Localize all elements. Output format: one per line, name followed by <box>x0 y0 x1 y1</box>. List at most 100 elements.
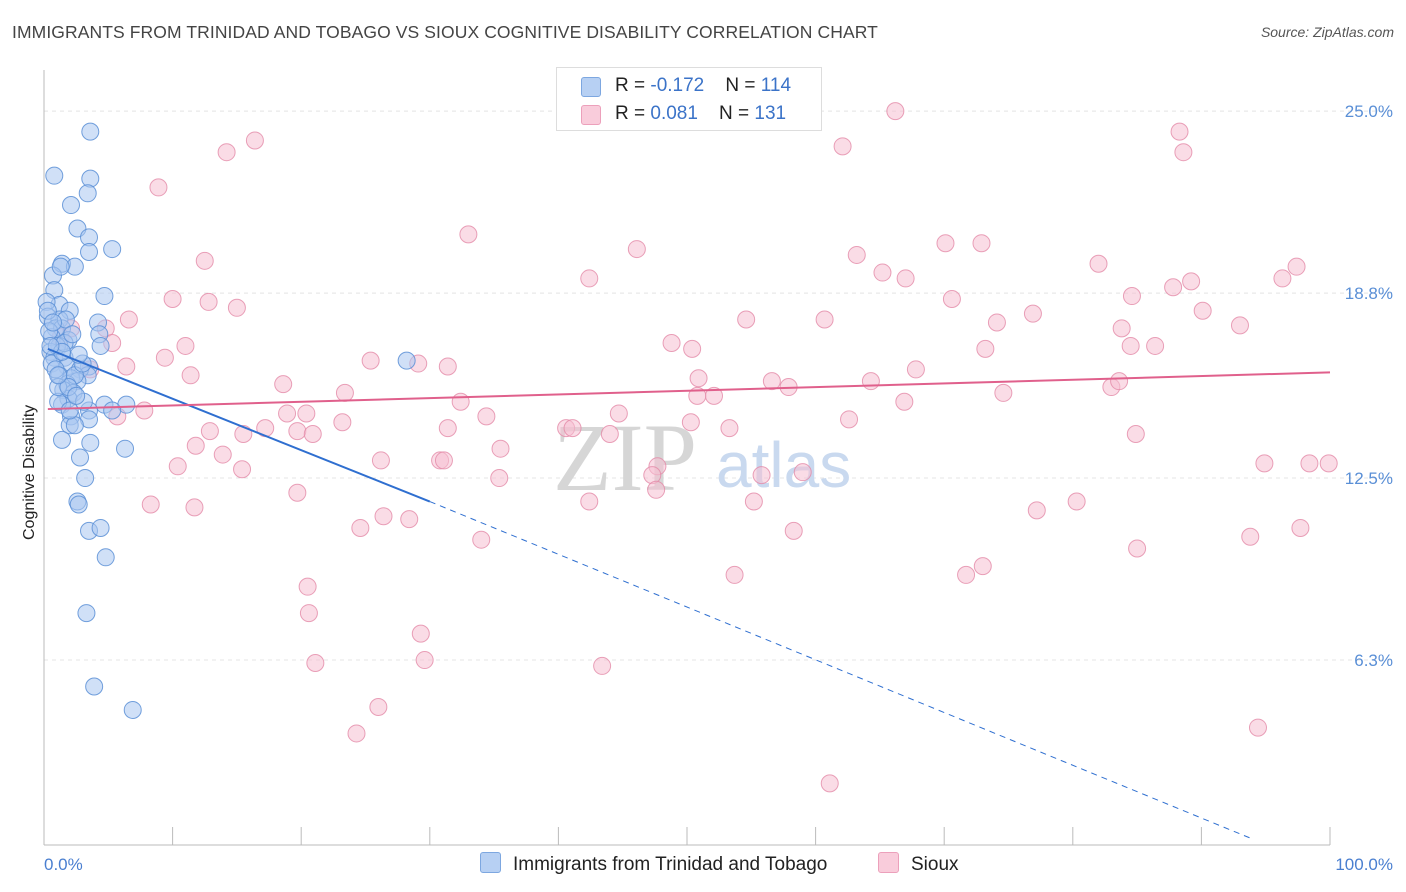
bottom-legend-swatch-sioux <box>878 852 899 873</box>
trinidad-point <box>81 122 100 141</box>
sioux-point <box>593 656 612 675</box>
trinidad-point <box>80 243 99 262</box>
sioux-point <box>274 375 293 394</box>
series-trinidad-points <box>37 122 416 719</box>
legend-n-label: N = <box>719 103 755 124</box>
bottom-legend-label-sioux: Sioux <box>911 854 959 875</box>
sioux-point <box>987 313 1006 332</box>
sioux-point <box>1027 501 1046 520</box>
trinidad-point <box>41 336 60 355</box>
sioux-point <box>303 425 322 444</box>
sioux-point <box>688 386 707 405</box>
sioux-point <box>762 372 781 391</box>
sioux-point <box>459 225 478 244</box>
y-tick-label: 25.0% <box>1345 102 1393 121</box>
sioux-point <box>288 422 307 441</box>
grid-lines <box>44 110 1392 661</box>
sioux-point <box>972 234 991 253</box>
trinidad-point <box>103 401 122 420</box>
sioux-point <box>1291 518 1310 537</box>
sioux-point <box>1248 718 1267 737</box>
sioux-point <box>472 530 491 549</box>
legend-r-value: -0.172 <box>650 75 705 96</box>
sioux-point <box>298 577 317 596</box>
sioux-point <box>662 334 681 353</box>
sioux-point <box>1023 304 1042 323</box>
sioux-point <box>245 131 264 150</box>
sioux-point <box>752 466 771 485</box>
trinidad-point <box>95 287 114 306</box>
sioux-point <box>149 178 168 197</box>
trend-lines <box>47 347 1331 840</box>
trinidad-point <box>44 313 63 332</box>
sioux-point <box>1110 372 1129 391</box>
source-label: Source: ZipAtlas.com <box>1260 24 1394 40</box>
sioux-point <box>1121 336 1140 355</box>
sioux-point <box>185 498 204 517</box>
sioux-point <box>135 401 154 420</box>
sioux-point <box>400 510 419 529</box>
legend-swatch-sioux <box>581 105 601 125</box>
trinidad-point <box>77 604 96 623</box>
sioux-point <box>1300 454 1319 473</box>
trinidad-point <box>397 351 416 370</box>
sioux-point <box>227 298 246 317</box>
sioux-point <box>793 463 812 482</box>
sioux-point <box>840 410 859 429</box>
sioux-point <box>490 469 509 488</box>
sioux-point <box>681 413 700 432</box>
sioux-point <box>820 774 839 793</box>
y-tick-label: 12.5% <box>1345 469 1393 488</box>
sioux-point <box>600 425 619 444</box>
sioux-point <box>833 137 852 156</box>
bottom-legend-swatch-trinidad <box>480 852 501 873</box>
x-tick-label: 100.0% <box>1335 855 1393 874</box>
sioux-point <box>580 269 599 288</box>
sioux-point <box>737 310 756 329</box>
trend-line-trinidad <box>47 347 431 503</box>
watermark-atlas: atlas <box>716 429 851 501</box>
sioux-point <box>1170 122 1189 141</box>
trend-line-trinidad-extension <box>429 501 1254 840</box>
sioux-point <box>609 404 628 423</box>
sioux-point <box>438 357 457 376</box>
sioux-point <box>491 439 510 458</box>
sioux-point <box>815 310 834 329</box>
trinidad-point <box>116 439 135 458</box>
sioux-point <box>1089 254 1108 273</box>
sioux-point <box>994 383 1013 402</box>
sioux-point <box>451 392 470 411</box>
legend-r-label: R = <box>615 103 651 124</box>
sioux-point <box>861 372 880 391</box>
sioux-point <box>973 557 992 576</box>
sioux-point <box>580 492 599 511</box>
sioux-point <box>744 492 763 511</box>
sioux-point <box>1174 143 1193 162</box>
trinidad-point <box>49 366 68 385</box>
trinidad-point <box>51 257 70 276</box>
trinidad-point <box>91 518 110 537</box>
correlation-legend: R = -0.172 N = 114 R = 0.081 N = 131 <box>556 67 822 131</box>
sioux-point <box>369 698 388 717</box>
trinidad-point <box>81 169 100 188</box>
legend-swatch-trinidad <box>581 77 601 97</box>
sioux-point <box>1128 539 1147 558</box>
sioux-point <box>1146 336 1165 355</box>
sioux-point <box>784 521 803 540</box>
sioux-point <box>647 480 666 499</box>
sioux-point <box>942 289 961 308</box>
legend-r-value: 0.081 <box>650 103 698 124</box>
sioux-point <box>233 460 252 479</box>
sioux-point <box>200 422 219 441</box>
trinidad-point <box>81 433 100 452</box>
legend-n-value: 131 <box>754 103 787 124</box>
x-tick-labels: 0.0% 100.0% <box>44 855 1393 874</box>
sioux-point <box>199 292 218 311</box>
sioux-point <box>195 251 214 270</box>
sioux-point <box>1319 454 1338 473</box>
sioux-point <box>438 419 457 438</box>
sioux-point <box>1126 425 1145 444</box>
bottom-legend-label-trinidad: Immigrants from Trinidad and Tobago <box>513 854 828 875</box>
sioux-point <box>895 392 914 411</box>
